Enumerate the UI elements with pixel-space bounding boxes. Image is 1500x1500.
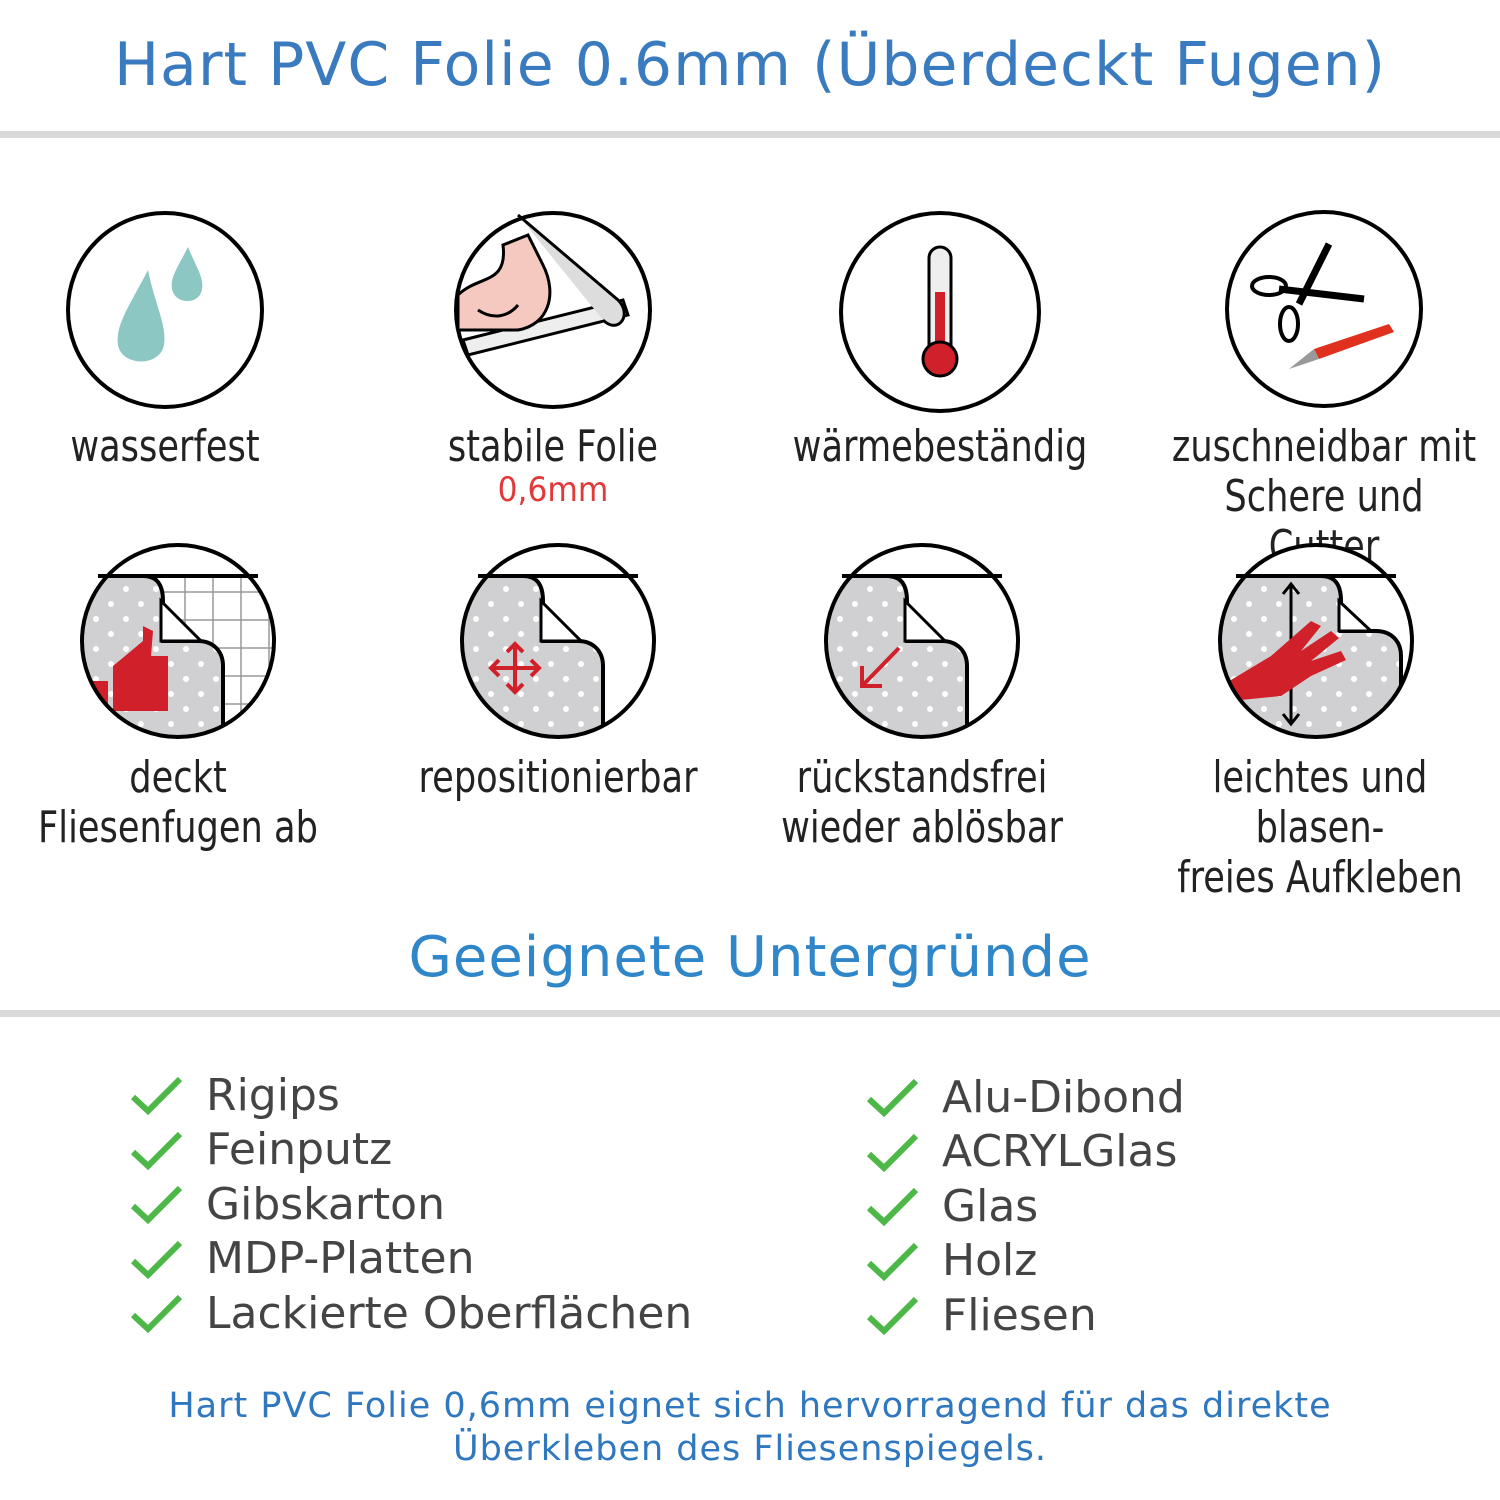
check-icon <box>866 1188 918 1227</box>
check-icon <box>866 1133 918 1172</box>
surface-label: Alu-Dibond <box>942 1071 1185 1123</box>
surface-item: Gibskarton <box>130 1177 692 1232</box>
strong-arm-foil-icon <box>454 211 652 409</box>
surface-item: Holz <box>866 1234 1185 1289</box>
surface-label: Holz <box>942 1235 1038 1287</box>
surface-item: Glas <box>866 1179 1185 1234</box>
check-icon <box>866 1079 918 1118</box>
surface-label: Lackierte Oberflächen <box>206 1287 693 1339</box>
surface-label: Fliesen <box>942 1289 1097 1341</box>
feature-label: wärmebeständig <box>792 421 1088 472</box>
peel-arrow-icon <box>824 543 1020 739</box>
surface-item: Alu-Dibond <box>866 1070 1185 1125</box>
scissors-cutter-icon <box>1225 210 1423 408</box>
thermometer-icon <box>839 211 1041 413</box>
check-icon <box>130 1077 182 1116</box>
surface-item: Lackierte Oberflächen <box>130 1286 692 1341</box>
feature-label: rückstandsfrei wieder ablösbar <box>762 753 1082 853</box>
footer-text: Hart PVC Folie 0,6mm eignet sich hervorr… <box>0 1385 1500 1471</box>
water-drops-icon <box>66 211 264 409</box>
surface-label: ACRYLGlas <box>942 1126 1178 1178</box>
hand-smooth-icon <box>1218 543 1414 739</box>
surface-label: Rigips <box>206 1069 340 1121</box>
surface-item: Rigips <box>130 1068 692 1123</box>
surface-label: Feinputz <box>206 1124 393 1176</box>
check-icon <box>130 1240 182 1279</box>
surface-item: MDP-Platten <box>130 1232 692 1287</box>
surface-item: ACRYLGlas <box>866 1125 1185 1180</box>
check-icon <box>866 1242 918 1281</box>
feature-label-line: wieder ablösbar <box>781 802 1063 853</box>
surface-item: Fliesen <box>866 1288 1185 1343</box>
surface-label: Glas <box>942 1180 1039 1232</box>
feature-label-line: zuschneidbar mit <box>1171 421 1477 472</box>
feature-label: wasserfest <box>70 421 260 472</box>
feature-label-line: freies Aufkleben <box>1177 852 1463 903</box>
thumbs-up-tile-icon <box>80 543 276 739</box>
feature-label-line: leichtes und blasen- <box>1212 752 1428 853</box>
surface-list-right: Alu-Dibond ACRYLGlas Glas Holz Fliesen <box>866 1070 1185 1343</box>
page-title: Hart PVC Folie 0.6mm (Überdeckt Fugen) <box>113 30 1387 100</box>
footer-line: Hart PVC Folie 0,6mm eignet sich hervorr… <box>168 1386 1332 1426</box>
feature-label: zuschneidbar mit Schere und Cutter <box>1164 422 1484 572</box>
surface-item: Feinputz <box>130 1123 692 1178</box>
surface-list-left: Rigips Feinputz Gibskarton MDP-Platten Lacki… <box>130 1068 692 1341</box>
feature-label-text: stabile Folie <box>447 421 659 472</box>
section-title: Geeignete Untergründe <box>408 925 1092 990</box>
feature-label-line: Schere und Cutter <box>1224 471 1424 572</box>
move-arrows-icon <box>460 543 656 739</box>
feature-sublabel: 0,6mm <box>497 470 609 510</box>
feature-label: deckt Fliesenfugen ab <box>38 752 318 853</box>
check-icon <box>130 1186 182 1225</box>
divider <box>0 131 1500 138</box>
feature-label-line: rückstandsfrei <box>796 752 1048 803</box>
surface-label: Gibskarton <box>206 1178 445 1230</box>
feature-label: leichtes und blasen- freies Aufkleben <box>1160 753 1480 903</box>
surface-label: MDP-Platten <box>206 1233 475 1285</box>
divider <box>0 1010 1500 1017</box>
check-icon <box>866 1297 918 1336</box>
feature-label: stabile Folie 0,6mm <box>393 421 713 509</box>
footer-line: Überkleben des Fliesenspiegels. <box>452 1429 1048 1469</box>
feature-label: repositionierbar <box>418 752 698 803</box>
check-icon <box>130 1131 182 1170</box>
check-icon <box>130 1295 182 1334</box>
